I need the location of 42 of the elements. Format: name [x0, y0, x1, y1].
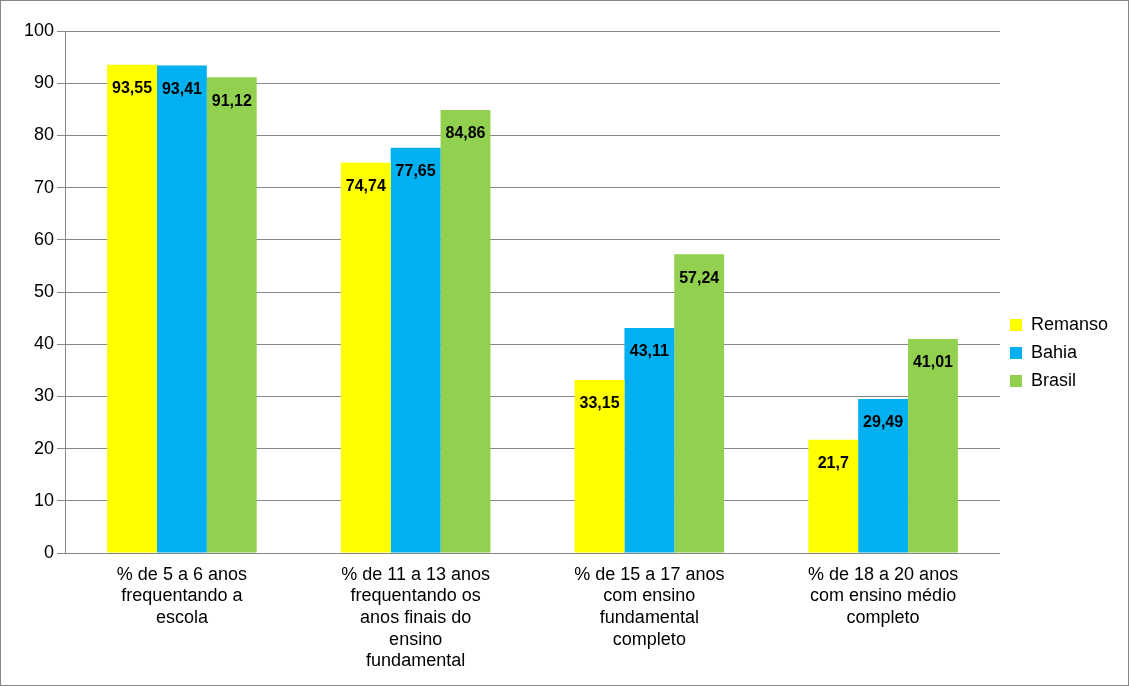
data-label: 43,11: [629, 342, 670, 360]
bar: [390, 147, 441, 553]
y-tick-label: 20: [34, 437, 55, 458]
legend-label: Brasil: [1030, 369, 1076, 390]
y-tick-label: 50: [34, 280, 55, 301]
data-label: 93,55: [112, 79, 153, 97]
y-tick-label: 70: [34, 176, 55, 197]
data-label: 84,86: [445, 124, 486, 142]
legend-label: Bahia: [1030, 341, 1078, 362]
y-tick-label: 10: [34, 489, 55, 510]
bar: [624, 327, 675, 553]
bar: [574, 379, 625, 553]
data-label: 41,01: [912, 353, 954, 371]
bar: [340, 162, 391, 553]
bar: [808, 439, 859, 553]
x-tick-label: % de 11 a 13 anos frequentando os anos finais do ensino fundamental: [341, 563, 491, 671]
bar: [674, 254, 725, 553]
y-tick-label: 80: [34, 124, 55, 145]
data-label: 77,65: [395, 162, 436, 180]
y-tick-label: 60: [34, 228, 55, 249]
data-label: 29,49: [863, 413, 904, 431]
x-tick-label: % de 15 a 17 anos com ensino fundamental completo: [574, 563, 725, 649]
legend-label: Remanso: [1030, 313, 1109, 334]
data-label: 93,41: [161, 79, 203, 97]
bar: [156, 65, 207, 553]
x-tick-label: % de 18 a 20 anos com ensino médio completo: [808, 563, 959, 627]
data-label: 33,15: [579, 394, 620, 412]
data-label: 21,7: [817, 454, 849, 472]
bar: [107, 64, 157, 553]
y-tick-label: 40: [34, 333, 55, 354]
y-tick-label: 0: [44, 541, 55, 562]
bar: [440, 110, 491, 553]
y-tick-label: 90: [34, 72, 55, 93]
data-label: 57,24: [679, 268, 720, 286]
y-tick-label: 30: [34, 385, 55, 406]
data-label: 74,74: [345, 177, 386, 195]
bar: [206, 77, 257, 553]
bar: [908, 338, 958, 553]
bar: [858, 399, 909, 553]
y-tick-label: 100: [23, 19, 55, 40]
data-label: 91,12: [211, 91, 252, 109]
x-tick-label: % de 5 a 6 anos frequentando a escola: [116, 563, 247, 627]
